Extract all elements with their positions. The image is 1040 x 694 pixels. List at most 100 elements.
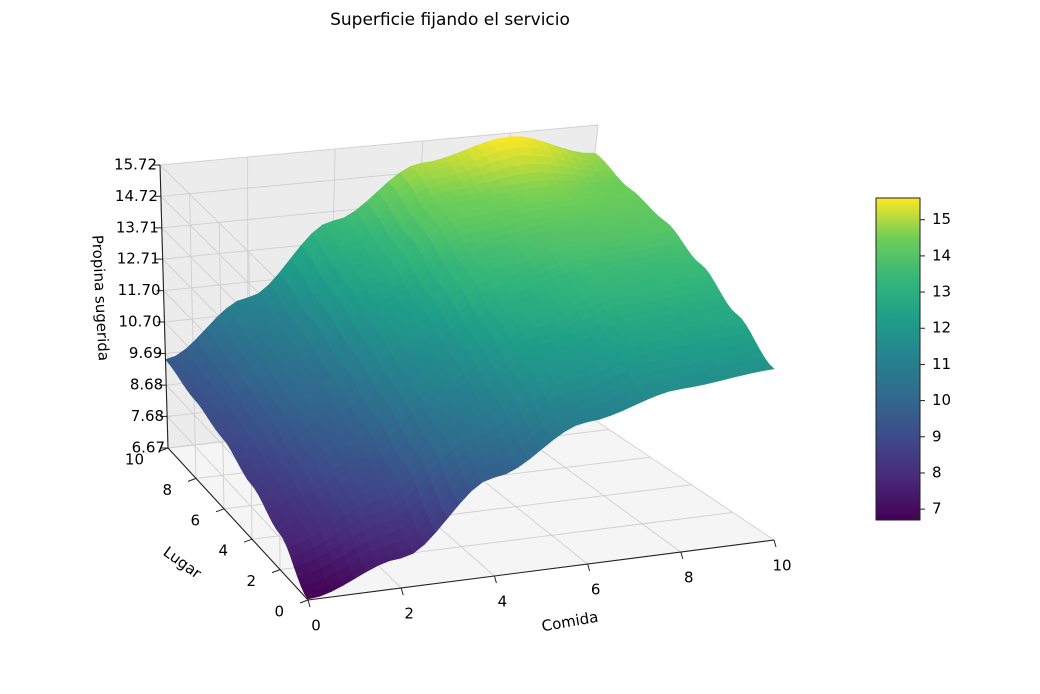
surface-facet: [590, 403, 607, 415]
z-axis-label: Propina sugerida: [88, 235, 113, 362]
surface-facet: [236, 433, 253, 446]
surface-facet: [389, 528, 406, 545]
surface-facet: [264, 354, 280, 369]
z-tick-label: 6.67: [132, 439, 165, 457]
surface-facet: [598, 278, 616, 287]
surface-facet: [568, 360, 586, 373]
surface-facet: [516, 320, 533, 332]
surface-facet: [310, 304, 326, 323]
surface-facet: [444, 360, 461, 374]
surface-facet: [373, 554, 390, 566]
surface-facet: [289, 245, 306, 264]
surface-facet: [415, 188, 432, 203]
surface-facet: [396, 181, 412, 199]
surface-facet: [301, 391, 318, 401]
surface-facet: [605, 405, 624, 416]
surface-facet: [344, 233, 361, 245]
surface-facet: [571, 280, 589, 291]
surface-facet: [270, 328, 286, 339]
surface-facet: [493, 192, 510, 200]
surface-facet: [322, 320, 338, 342]
surface-facet: [593, 310, 610, 324]
surface-facet: [469, 149, 486, 161]
colorbar-tick-label: 10: [932, 391, 951, 409]
surface-facet: [265, 403, 281, 418]
surface-facet: [647, 315, 665, 325]
surface-facet: [571, 229, 588, 236]
colorbar-tick-label: 8: [932, 463, 942, 481]
surface-facet: [422, 178, 439, 189]
surface-facet: [218, 384, 234, 399]
y-tick-label: 2: [246, 572, 256, 590]
x-tick-label: 4: [498, 593, 508, 611]
surface-facet: [452, 268, 469, 283]
surface-facet: [362, 302, 379, 319]
surface-facet: [304, 237, 321, 256]
surface-facet: [454, 327, 471, 344]
surface-facet: [655, 237, 673, 247]
surface-facet: [653, 339, 671, 351]
surface-facet: [466, 476, 484, 492]
surface-facet: [369, 291, 386, 304]
surface-facet: [331, 254, 347, 271]
surface-facet: [546, 394, 564, 412]
surface-facet: [403, 170, 420, 183]
surface-facet: [229, 444, 245, 456]
surface-facet: [462, 240, 479, 252]
x-tick-label: 0: [311, 617, 321, 635]
surface-facet: [222, 434, 238, 444]
surface-facet: [331, 279, 348, 297]
surface-facet: [236, 385, 252, 402]
surface-facet: [342, 412, 359, 428]
surface-facet: [408, 456, 425, 478]
surface-facet: [261, 475, 278, 487]
x-tick-label: 8: [684, 569, 694, 587]
surface-facet: [617, 328, 635, 337]
surface-facet: [599, 246, 617, 257]
surface-facet: [408, 201, 424, 218]
surface-facet: [402, 271, 419, 290]
surface-facet: [614, 281, 631, 290]
surface-facet: [371, 252, 388, 264]
x-tick-mark: [307, 599, 311, 608]
surface-facet: [540, 277, 557, 290]
surface-facet: [459, 257, 476, 269]
grid-line: [567, 401, 775, 541]
surface-facet: [605, 197, 622, 204]
surface-facet: [251, 431, 267, 447]
surface-facet: [429, 170, 446, 180]
surface-facet: [534, 369, 551, 385]
surface-facet: [679, 255, 697, 263]
surface-facet: [622, 216, 640, 224]
surface-facet: [348, 334, 365, 353]
surface-facet: [550, 309, 567, 323]
surface-facet: [258, 309, 275, 321]
surface-facet: [336, 314, 353, 336]
surface-facet: [271, 346, 287, 356]
surface-facet: [633, 329, 651, 338]
surface-facet: [352, 247, 369, 258]
surface-facet: [276, 449, 293, 465]
surface-facet: [204, 409, 220, 419]
surface-facet: [554, 255, 572, 267]
surface-facet: [243, 397, 259, 413]
surface-facet: [666, 267, 684, 275]
surface-facet: [659, 273, 677, 283]
surface-facet: [210, 349, 226, 367]
surface-facet: [602, 233, 619, 242]
surface-facet: [358, 205, 375, 222]
surface-facet: [671, 242, 688, 252]
surface-facet: [240, 301, 256, 312]
x-tick-mark: [493, 575, 497, 584]
surface-facet: [243, 445, 260, 459]
surface-facet: [439, 490, 456, 514]
surface-facet: [622, 294, 640, 306]
surface-facet: [462, 159, 479, 172]
surface-facet: [190, 391, 206, 400]
surface-facet: [385, 316, 402, 326]
surface-facet: [215, 425, 231, 435]
surface-facet: [293, 382, 310, 391]
surface-facet: [336, 221, 353, 231]
y-tick-label: 6: [190, 511, 200, 529]
